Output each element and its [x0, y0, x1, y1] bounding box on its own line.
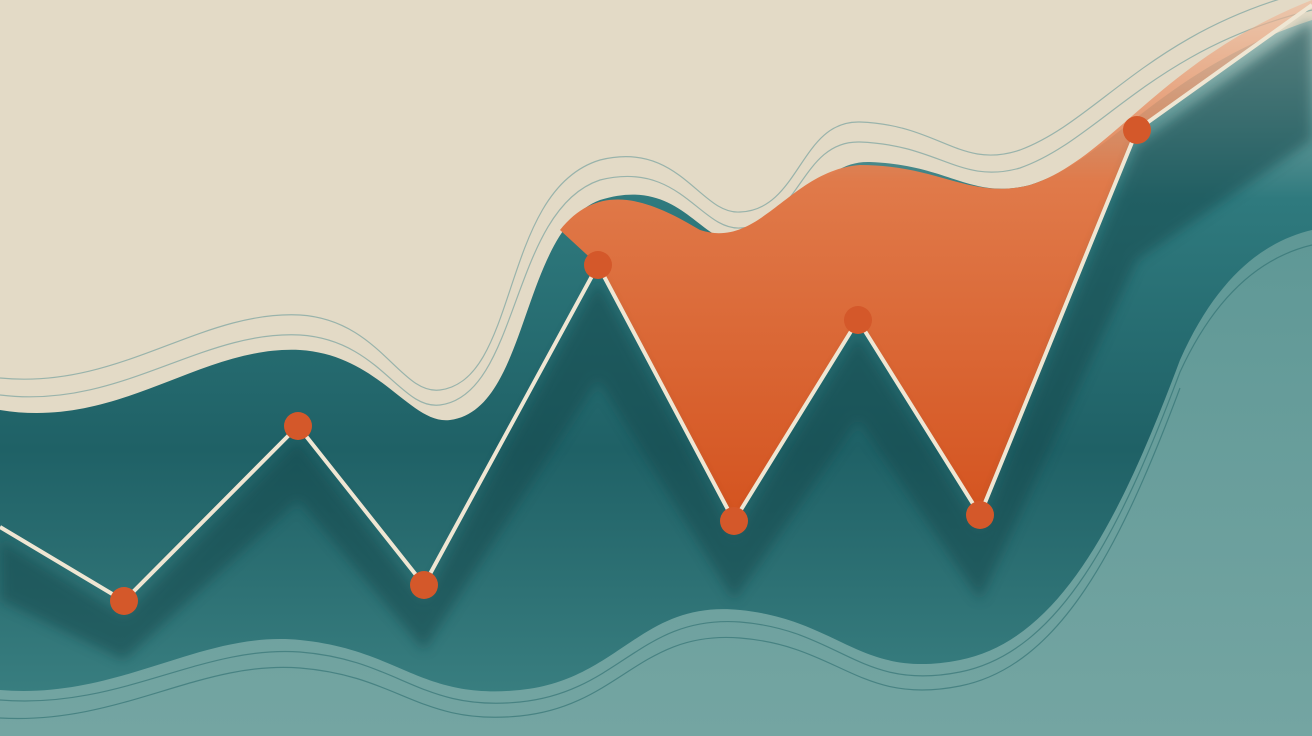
- line-shadow: [0, 20, 1312, 660]
- trend-line: [0, 3, 1312, 603]
- markers: [110, 116, 1151, 615]
- marker-dot: [410, 571, 438, 599]
- marker-dot: [110, 587, 138, 615]
- marker-dot: [720, 507, 748, 535]
- wave-lines: [0, 0, 1312, 406]
- marker-dot: [284, 412, 312, 440]
- marker-dot: [844, 306, 872, 334]
- marker-dot: [584, 251, 612, 279]
- bottom-wave-lines: [0, 244, 1312, 720]
- marker-dot: [966, 501, 994, 529]
- marker-dot: [1123, 116, 1151, 144]
- bottom-teal-wave: [0, 230, 1312, 736]
